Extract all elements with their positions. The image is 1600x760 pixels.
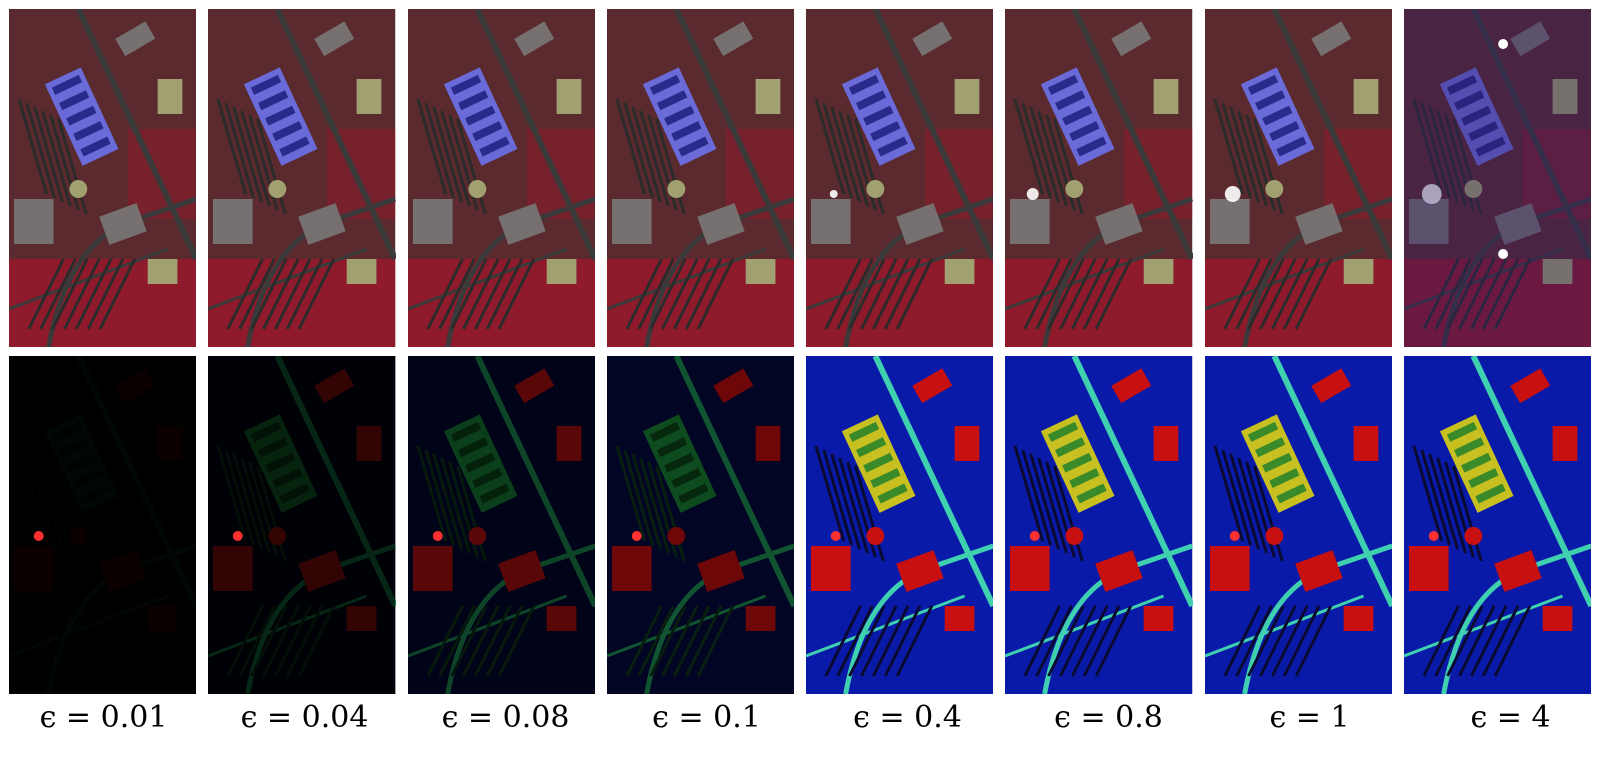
false-color-image (208, 9, 396, 347)
epsilon-label: ϵ = 4 (1470, 700, 1551, 735)
epsilon-label: ϵ = 0.01 (39, 700, 168, 735)
top-row (9, 9, 1591, 347)
residual-map-image (1005, 356, 1193, 694)
residual-map-image (407, 356, 595, 694)
epsilon-label: ϵ = 0.08 (441, 700, 570, 735)
residual-map-image (1204, 356, 1392, 694)
false-color-image (9, 9, 197, 347)
epsilon-label: ϵ = 0.1 (652, 700, 761, 735)
epsilon-labels: ϵ = 0.01 ϵ = 0.04 ϵ = 0.08 ϵ = 0.1 ϵ = 0… (9, 700, 1600, 735)
residual-map-image (1403, 356, 1591, 694)
residual-map-image (9, 356, 197, 694)
epsilon-label: ϵ = 0.8 (1054, 700, 1163, 735)
false-color-image (806, 9, 994, 347)
epsilon-label: ϵ = 0.04 (240, 700, 369, 735)
false-color-image (1204, 9, 1392, 347)
epsilon-label: ϵ = 1 (1269, 700, 1350, 735)
bottom-row (9, 356, 1591, 694)
residual-map-image (606, 356, 794, 694)
residual-map-image (208, 356, 396, 694)
residual-map-image (806, 356, 994, 694)
false-color-image (606, 9, 794, 347)
epsilon-label: ϵ = 0.4 (853, 700, 962, 735)
false-color-image (1005, 9, 1193, 347)
false-color-image (407, 9, 595, 347)
false-color-image (1403, 9, 1591, 347)
image-grid (9, 9, 1591, 703)
